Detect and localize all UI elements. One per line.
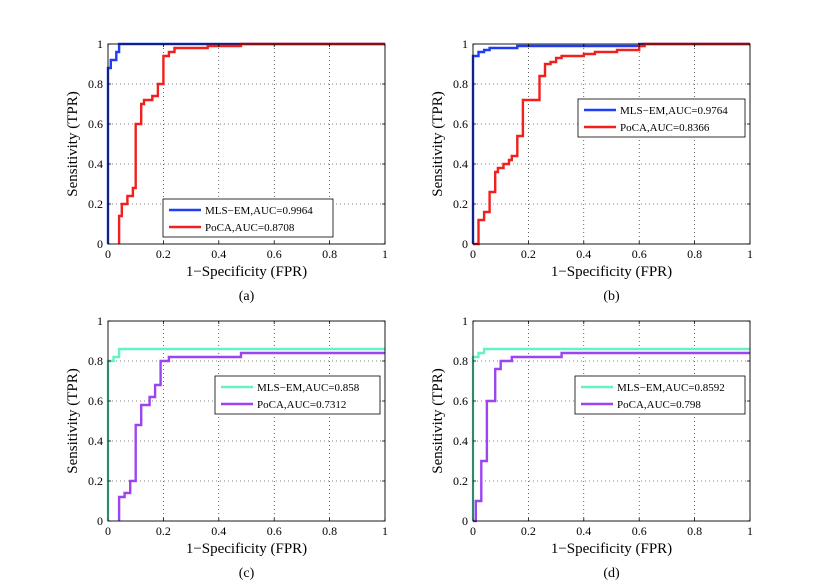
axes-frame <box>107 320 386 522</box>
axes-frame <box>472 43 751 245</box>
x-tick-label: 0.8 <box>322 524 337 538</box>
x-axis-label: 1−Specificity (FPR) <box>551 541 672 557</box>
x-axis-label: 1−Specificity (FPR) <box>186 264 307 280</box>
roc-panel-3: 0 0.2 0.4 0.6 0.8 1 0 0.2 0.4 0.6 0.8 1 1−Specificit… <box>65 314 388 581</box>
legend: MLS−EM,AUC=0.9964 PoCA,AUC=0.8708 <box>162 198 334 238</box>
y-tick-label: 1 <box>462 314 468 328</box>
x-tick-label: 0.4 <box>576 247 591 261</box>
roc-panel-4: 0 0.2 0.4 0.6 0.8 1 0 0.2 0.4 0.6 0.8 1 1−Specificit… <box>430 314 753 581</box>
legend-entry-label: MLS−EM,AUC=0.9764 <box>620 105 728 117</box>
y-tick-label: 0.8 <box>453 354 468 368</box>
x-tick-label: 0.4 <box>211 247 226 261</box>
legend-box <box>214 375 381 415</box>
plot-area <box>108 321 385 521</box>
x-tick-label: 0 <box>105 247 111 261</box>
y-tick-label: 0.4 <box>453 157 468 171</box>
x-tick-label: 0.6 <box>632 524 647 538</box>
y-axis-label: Sensitivity (TPR) <box>430 368 446 473</box>
y-tick-label: 1 <box>97 314 103 328</box>
y-tick-label: 0.2 <box>88 474 103 488</box>
roc-panel-1: 0 0.2 0.4 0.6 0.8 1 0 0.2 0.4 0.6 0.8 1 1−Specificit… <box>65 37 388 304</box>
y-tick-label: 0.4 <box>453 434 468 448</box>
x-tick-label: 0.8 <box>687 247 702 261</box>
y-axis-label: Sensitivity (TPR) <box>65 368 81 473</box>
y-tick-label: 0.6 <box>453 117 468 131</box>
panel-label: (c) <box>239 566 255 581</box>
y-axis-label: Sensitivity (TPR) <box>430 91 446 196</box>
y-tick-label: 0.2 <box>453 474 468 488</box>
panel-label: (b) <box>603 289 620 304</box>
plot-area <box>473 321 750 521</box>
y-tick-label: 0.8 <box>88 354 103 368</box>
legend: MLS−EM,AUC=0.8592 PoCA,AUC=0.798 <box>574 375 746 415</box>
y-tick-label: 1 <box>462 37 468 51</box>
x-tick-label: 0.8 <box>687 524 702 538</box>
roc-curve-mls-em <box>106 42 385 244</box>
legend-entry-label: MLS−EM,AUC=0.8592 <box>617 382 725 394</box>
x-tick-label: 1 <box>382 524 388 538</box>
legend: MLS−EM,AUC=0.9764 PoCA,AUC=0.8366 <box>577 98 746 138</box>
legend-entry-label: PoCA,AUC=0.7312 <box>257 399 346 411</box>
legend-entry-label: PoCA,AUC=0.798 <box>617 399 701 411</box>
x-tick-label: 0.2 <box>156 247 171 261</box>
y-tick-label: 0 <box>97 237 103 251</box>
x-tick-label: 1 <box>747 524 753 538</box>
legend: MLS−EM,AUC=0.858 PoCA,AUC=0.7312 <box>214 375 381 415</box>
legend-entry-label: PoCA,AUC=0.8708 <box>205 222 295 234</box>
panel-label: (a) <box>239 289 255 304</box>
legend-box <box>162 198 334 238</box>
legend-entry-label: MLS−EM,AUC=0.9964 <box>205 205 313 217</box>
roc-curve-poca <box>117 351 385 521</box>
legend-box <box>574 375 746 415</box>
roc-curve-poca <box>473 42 750 246</box>
x-tick-label: 0.2 <box>521 247 536 261</box>
plot-area <box>473 44 750 244</box>
y-tick-label: 0.4 <box>88 157 103 171</box>
roc-curve-poca <box>117 42 385 244</box>
y-tick-label: 1 <box>97 37 103 51</box>
legend-box <box>577 98 746 138</box>
y-tick-label: 0.4 <box>88 434 103 448</box>
x-tick-label: 1 <box>747 247 753 261</box>
y-axis-label: Sensitivity (TPR) <box>65 91 81 196</box>
x-tick-label: 0 <box>470 247 476 261</box>
y-tick-label: 0.2 <box>88 197 103 211</box>
x-tick-label: 0.4 <box>576 524 591 538</box>
y-tick-label: 0 <box>462 237 468 251</box>
y-tick-label: 0.8 <box>88 77 103 91</box>
y-tick-label: 0 <box>97 514 103 528</box>
x-tick-label: 0.6 <box>632 247 647 261</box>
y-tick-label: 0.6 <box>88 117 103 131</box>
x-tick-label: 0.6 <box>267 247 282 261</box>
y-tick-label: 0 <box>462 514 468 528</box>
x-tick-label: 0.8 <box>322 247 337 261</box>
roc-curve-poca <box>473 351 750 523</box>
x-tick-label: 0.6 <box>267 524 282 538</box>
legend-entry-label: PoCA,AUC=0.8366 <box>620 122 710 134</box>
legend-entry-label: MLS−EM,AUC=0.858 <box>257 382 360 394</box>
y-tick-label: 0.2 <box>453 197 468 211</box>
x-tick-label: 1 <box>382 247 388 261</box>
x-axis-label: 1−Specificity (FPR) <box>551 264 672 280</box>
x-tick-label: 0 <box>105 524 111 538</box>
x-tick-label: 0 <box>470 524 476 538</box>
x-tick-label: 0.2 <box>156 524 171 538</box>
axes-frame <box>107 43 386 245</box>
y-tick-label: 0.6 <box>453 394 468 408</box>
panel-label: (d) <box>603 566 620 581</box>
x-tick-label: 0.2 <box>521 524 536 538</box>
y-tick-label: 0.8 <box>453 77 468 91</box>
x-tick-label: 0.4 <box>211 524 226 538</box>
x-axis-label: 1−Specificity (FPR) <box>186 541 307 557</box>
axes-frame <box>472 320 751 522</box>
roc-panel-2: 0 0.2 0.4 0.6 0.8 1 0 0.2 0.4 0.6 0.8 1 1−Specificit… <box>430 37 753 304</box>
y-tick-label: 0.6 <box>88 394 103 408</box>
